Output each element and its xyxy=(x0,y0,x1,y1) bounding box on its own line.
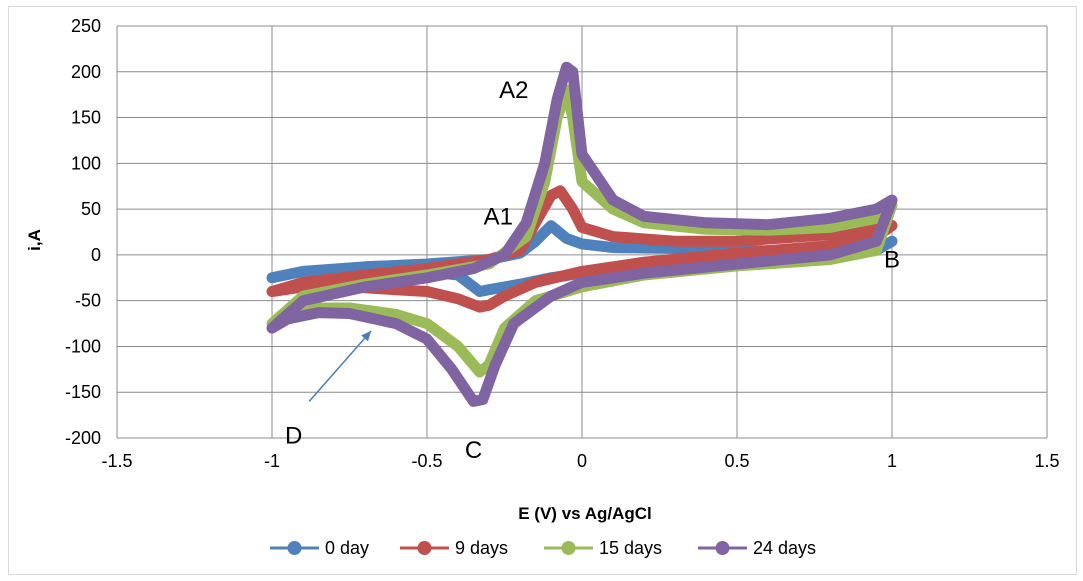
tick-labels: -200 -150 -100 -50 0 50 100 150 200 250 -1.5 -1 -0.5… xyxy=(65,16,1060,471)
y-tick-label: 50 xyxy=(81,199,101,219)
legend-marker xyxy=(417,541,432,555)
legend-label: 15 days xyxy=(599,538,662,558)
y-tick-label: 250 xyxy=(71,16,101,36)
y-tick-label: -50 xyxy=(75,291,101,311)
x-tick-label: 1.5 xyxy=(1034,451,1059,471)
legend-marker xyxy=(715,541,730,555)
legend-item: 0 day xyxy=(270,538,369,558)
data-series xyxy=(266,61,898,407)
annotation-label: B xyxy=(884,246,900,273)
y-tick-label: -150 xyxy=(65,382,101,402)
legend-label: 9 days xyxy=(455,538,508,558)
annotation-arrow-head xyxy=(361,330,372,342)
legend-label: 24 days xyxy=(753,538,816,558)
axes xyxy=(116,26,1047,439)
x-tick-label: 1 xyxy=(887,451,897,471)
annotation-label: C xyxy=(465,437,482,464)
legend-item: 15 days xyxy=(544,538,662,558)
chart-frame xyxy=(8,6,1077,575)
y-tick-label: -200 xyxy=(65,428,101,448)
annotation-arrow-line xyxy=(308,330,372,402)
y-tick-label: 150 xyxy=(71,108,101,128)
y-tick-label: 200 xyxy=(71,62,101,82)
y-tick-label: 100 xyxy=(71,153,101,173)
x-tick-label: 0 xyxy=(577,451,587,471)
x-tick-label: -1 xyxy=(264,451,280,471)
series-line-24-days xyxy=(266,61,898,407)
legend: 0 day 9 days 15 days 24 days xyxy=(270,538,816,558)
y-tick-label: 0 xyxy=(91,245,101,265)
annotation-label: A1 xyxy=(484,203,513,230)
x-tick-label: 0.5 xyxy=(724,451,749,471)
x-axis-title: E (V) vs Ag/AgCl xyxy=(518,504,652,523)
legend-label: 0 day xyxy=(325,538,369,558)
annotation-label: D xyxy=(285,422,302,449)
annotation-label: A2 xyxy=(499,77,528,104)
legend-marker xyxy=(287,541,302,555)
annotations: A2 A1 B C D xyxy=(285,77,900,464)
y-axis-title: i,A xyxy=(25,229,44,251)
x-tick-label: -0.5 xyxy=(411,451,442,471)
legend-item: 24 days xyxy=(698,538,816,558)
legend-item: 9 days xyxy=(400,538,508,558)
legend-marker xyxy=(561,541,576,555)
gridlines xyxy=(116,25,1048,439)
x-tick-label: -1.5 xyxy=(101,451,132,471)
y-tick-label: -100 xyxy=(65,336,101,356)
